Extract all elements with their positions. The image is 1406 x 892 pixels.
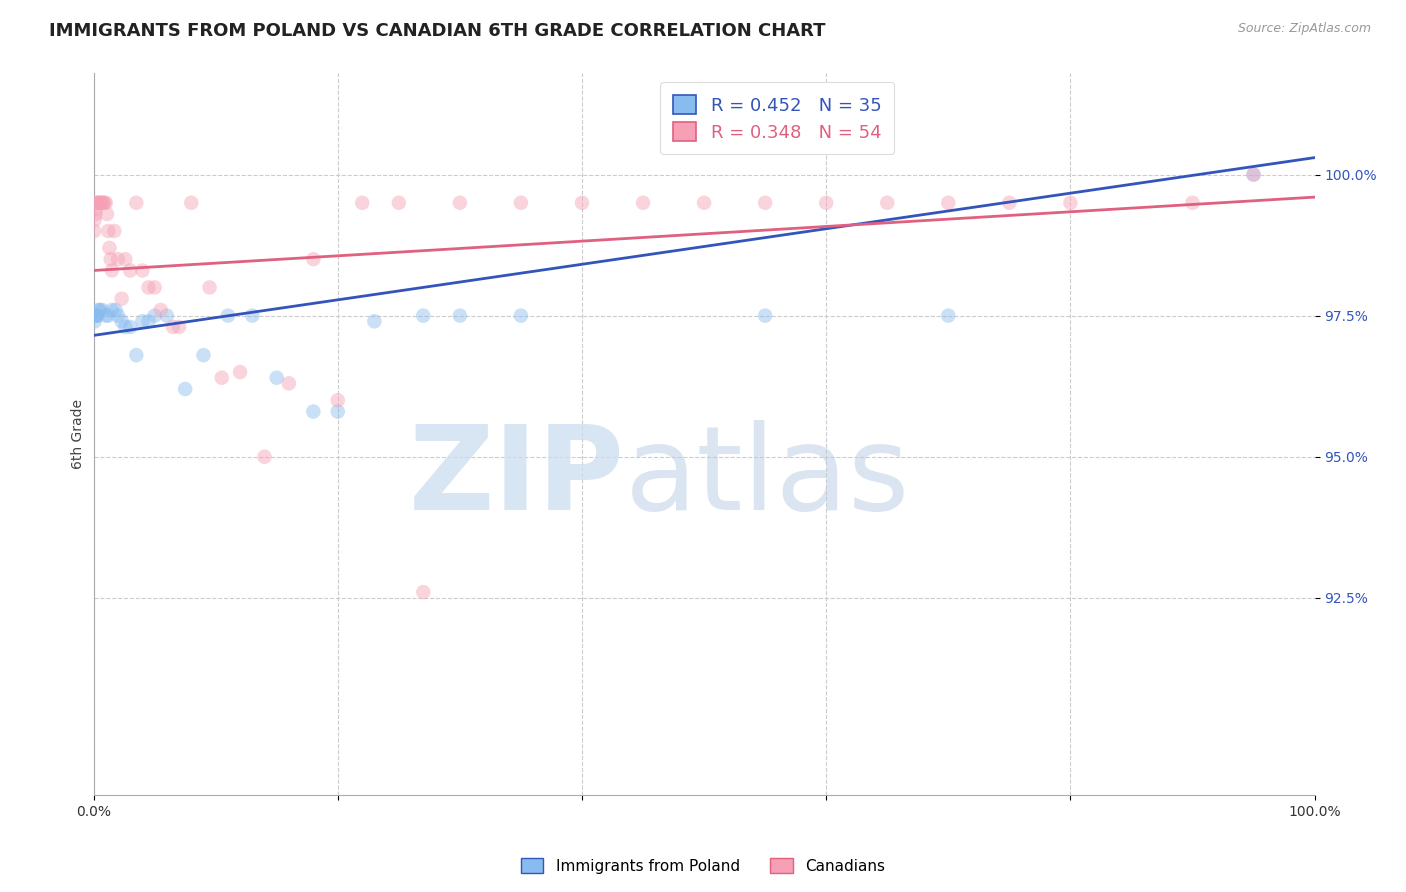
Point bbox=[1059, 195, 1081, 210]
Point bbox=[211, 370, 233, 384]
Text: IMMIGRANTS FROM POLAND VS CANADIAN 6TH GRADE CORRELATION CHART: IMMIGRANTS FROM POLAND VS CANADIAN 6TH G… bbox=[49, 22, 825, 40]
Point bbox=[326, 393, 349, 408]
Point bbox=[326, 404, 349, 418]
Point bbox=[90, 195, 112, 210]
Point bbox=[138, 314, 160, 328]
Point bbox=[217, 309, 239, 323]
Point bbox=[936, 309, 959, 323]
Point bbox=[174, 382, 197, 396]
Point bbox=[754, 309, 776, 323]
Point bbox=[101, 263, 124, 277]
Point bbox=[162, 320, 184, 334]
Point bbox=[86, 195, 108, 210]
Point bbox=[101, 303, 124, 318]
Point bbox=[876, 195, 898, 210]
Point bbox=[253, 450, 276, 464]
Point bbox=[91, 195, 114, 210]
Point bbox=[96, 207, 118, 221]
Text: atlas: atlas bbox=[624, 420, 910, 535]
Point bbox=[412, 585, 434, 599]
Point bbox=[111, 314, 134, 328]
Point bbox=[93, 195, 115, 210]
Point bbox=[100, 252, 122, 267]
Point bbox=[114, 320, 136, 334]
Text: ZIP: ZIP bbox=[409, 420, 624, 535]
Point bbox=[83, 212, 105, 227]
Point bbox=[93, 195, 115, 210]
Point bbox=[84, 207, 107, 221]
Point bbox=[449, 195, 471, 210]
Point bbox=[86, 309, 108, 323]
Text: Source: ZipAtlas.com: Source: ZipAtlas.com bbox=[1237, 22, 1371, 36]
Legend: Immigrants from Poland, Canadians: Immigrants from Poland, Canadians bbox=[515, 852, 891, 880]
Point bbox=[86, 309, 108, 323]
Point bbox=[156, 309, 179, 323]
Point bbox=[278, 376, 301, 391]
Point bbox=[1243, 168, 1265, 182]
Point bbox=[143, 309, 166, 323]
Point bbox=[97, 309, 120, 323]
Point bbox=[97, 224, 120, 238]
Point bbox=[91, 303, 114, 318]
Point bbox=[114, 252, 136, 267]
Point bbox=[143, 280, 166, 294]
Point bbox=[107, 309, 129, 323]
Point bbox=[1181, 195, 1204, 210]
Point bbox=[103, 224, 125, 238]
Point bbox=[510, 309, 533, 323]
Point bbox=[120, 320, 142, 334]
Point bbox=[510, 195, 533, 210]
Point bbox=[352, 195, 374, 210]
Point bbox=[363, 314, 385, 328]
Point bbox=[87, 195, 110, 210]
Point bbox=[83, 224, 105, 238]
Point bbox=[198, 280, 221, 294]
Point bbox=[86, 195, 108, 210]
Point bbox=[87, 303, 110, 318]
Point bbox=[94, 195, 117, 210]
Point bbox=[131, 263, 153, 277]
Point bbox=[240, 309, 263, 323]
Point bbox=[107, 252, 129, 267]
Point bbox=[266, 370, 288, 384]
Point bbox=[936, 195, 959, 210]
Point bbox=[149, 303, 172, 318]
Point bbox=[693, 195, 716, 210]
Y-axis label: 6th Grade: 6th Grade bbox=[72, 399, 86, 469]
Point bbox=[89, 303, 111, 318]
Point bbox=[125, 195, 148, 210]
Point bbox=[998, 195, 1021, 210]
Point bbox=[125, 348, 148, 362]
Point bbox=[631, 195, 654, 210]
Point bbox=[193, 348, 215, 362]
Point bbox=[138, 280, 160, 294]
Point bbox=[412, 309, 434, 323]
Point bbox=[83, 314, 105, 328]
Point bbox=[167, 320, 190, 334]
Point bbox=[388, 195, 411, 210]
Point bbox=[84, 309, 107, 323]
Legend: R = 0.452   N = 35, R = 0.348   N = 54: R = 0.452 N = 35, R = 0.348 N = 54 bbox=[661, 82, 894, 154]
Point bbox=[104, 303, 127, 318]
Point bbox=[302, 252, 325, 267]
Point bbox=[1243, 168, 1265, 182]
Point bbox=[302, 404, 325, 418]
Point bbox=[120, 263, 142, 277]
Point bbox=[571, 195, 593, 210]
Point bbox=[180, 195, 202, 210]
Point bbox=[815, 195, 838, 210]
Point bbox=[229, 365, 252, 379]
Point bbox=[94, 309, 117, 323]
Point bbox=[84, 309, 107, 323]
Point bbox=[131, 314, 153, 328]
Point bbox=[89, 195, 111, 210]
Point bbox=[449, 309, 471, 323]
Point bbox=[754, 195, 776, 210]
Point bbox=[84, 202, 107, 216]
Point bbox=[98, 241, 121, 255]
Point bbox=[111, 292, 134, 306]
